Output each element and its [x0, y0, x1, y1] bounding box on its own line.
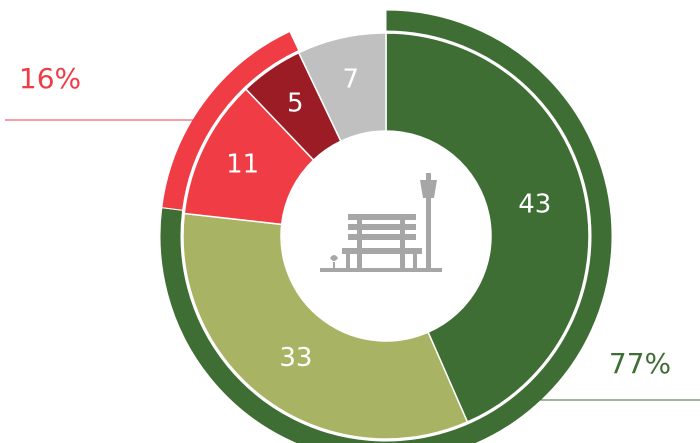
icon-part — [346, 254, 350, 269]
icon-part — [400, 214, 405, 269]
data-label: 5 — [287, 89, 304, 119]
inner-segment — [182, 212, 469, 440]
icon-part — [420, 180, 437, 198]
inner-segment — [297, 32, 387, 143]
data-label: 33 — [279, 343, 312, 373]
icon-part — [357, 214, 362, 269]
icon-part — [426, 196, 431, 270]
icon-part — [348, 224, 416, 230]
icon-part — [330, 255, 338, 268]
outer-segment — [159, 9, 613, 443]
bench-icon — [320, 173, 442, 272]
icon-part — [348, 214, 416, 220]
data-label: 11 — [226, 149, 259, 179]
data-label: 43 — [518, 189, 551, 219]
icon-part — [413, 254, 417, 269]
data-label: 16% — [19, 62, 81, 95]
data-label: 7 — [342, 64, 359, 94]
donut — [159, 9, 613, 443]
outer-segment — [161, 30, 300, 211]
icon-part — [348, 234, 416, 240]
icon-part — [426, 173, 431, 180]
icon-part — [342, 248, 422, 254]
icon-part — [320, 268, 442, 272]
data-label: 77% — [609, 347, 671, 380]
inner-segment — [385, 32, 590, 423]
